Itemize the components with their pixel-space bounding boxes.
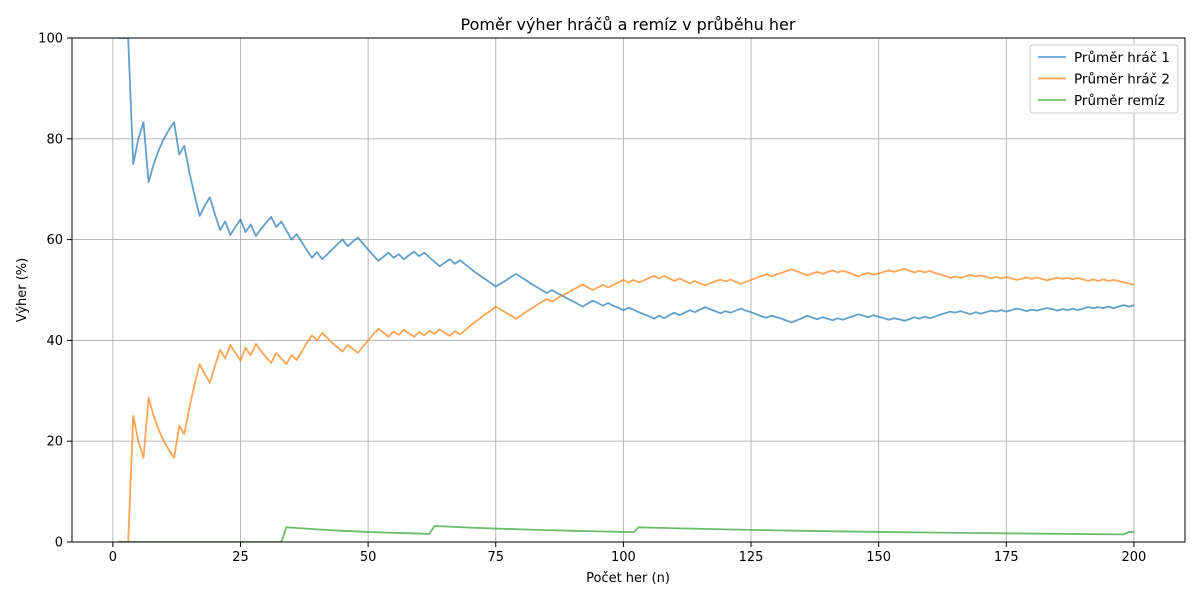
x-tick-label: 50: [360, 550, 377, 565]
y-axis-label: Výher (%): [15, 258, 30, 322]
y-axis-ticks: 0 20 40 60 80 100: [38, 32, 72, 551]
series-lines: [117, 38, 1135, 542]
x-axis-label: Počet her (n): [586, 571, 670, 586]
y-tick-label: 40: [46, 334, 63, 349]
legend-box: [1029, 44, 1179, 114]
x-tick-label: 175: [994, 550, 1019, 565]
legend-label-2: Průměr hráč 2: [1074, 72, 1170, 88]
x-tick-label: 150: [866, 550, 891, 565]
series-line-3: [117, 525, 1134, 542]
x-tick-label: 0: [109, 550, 117, 565]
plot-frame: [71, 37, 1186, 543]
y-tick-label: 80: [46, 132, 63, 147]
x-axis-ticks: 0 25 50 75 100 125 150 175 200: [109, 542, 1147, 565]
legend-label-1: Průměr hráč 1: [1074, 50, 1170, 66]
y-tick-label: 100: [38, 32, 63, 47]
x-tick-label: 200: [1122, 550, 1147, 565]
legend: Průměr hráč 1 Průměr hráč 2 Průměr remíz: [1029, 44, 1179, 114]
x-tick-label: 75: [487, 550, 504, 565]
y-tick-label: 20: [46, 435, 63, 450]
x-tick-label: 100: [611, 550, 636, 565]
x-tick-label: 125: [739, 550, 764, 565]
chart-title: Poměr výher hráčů a remíz v průběhu her: [461, 15, 796, 34]
series-line-1: [117, 38, 1135, 324]
y-tick-label: 60: [46, 233, 63, 248]
legend-label-3: Průměr remíz: [1074, 93, 1165, 109]
x-tick-label: 25: [232, 550, 249, 565]
series-line-2: [117, 267, 1135, 542]
y-tick-label: 0: [55, 536, 63, 551]
